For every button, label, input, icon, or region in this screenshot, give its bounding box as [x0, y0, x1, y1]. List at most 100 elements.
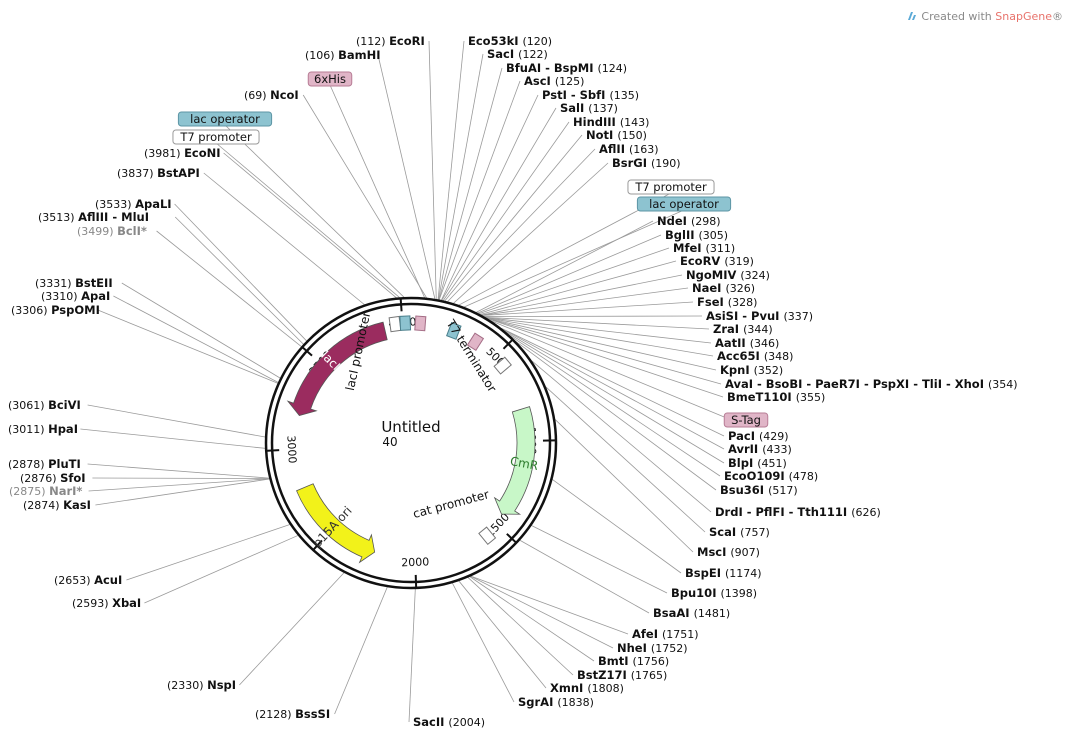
site-leader — [92, 477, 270, 479]
plasmid-name: Untitled — [381, 418, 440, 436]
site-label[interactable]: MfeI (311) — [673, 241, 735, 255]
boxed-label-text[interactable]: 6xHis — [314, 72, 346, 86]
boxed-label-text[interactable]: lac operator — [649, 197, 719, 211]
site-label[interactable]: BmtI (1756) — [598, 654, 669, 668]
site-label[interactable]: FseI (328) — [697, 295, 757, 309]
site-label[interactable]: (106) BamHI — [305, 48, 381, 62]
site-leader-lines — [80, 40, 747, 723]
site-label[interactable]: SacI (122) — [487, 47, 548, 61]
feature-label: CmR — [509, 454, 539, 473]
small-feature-t7-operator-right[interactable] — [446, 321, 462, 340]
site-label[interactable]: BlpI (451) — [728, 456, 787, 470]
site-label[interactable]: BfuAI - BspMI (124) — [506, 61, 627, 75]
site-label[interactable]: (3306) PspOMI — [11, 303, 100, 317]
site-label[interactable]: (69) NcoI — [244, 88, 299, 102]
box-leader — [458, 192, 672, 306]
site-label[interactable]: NheI (1752) — [617, 641, 687, 655]
small-feature-cat-promoter-arrow[interactable] — [478, 526, 497, 545]
site-leader — [441, 107, 557, 301]
site-label[interactable]: (2593) XbaI — [72, 596, 141, 610]
site-label[interactable]: HindIII (143) — [573, 115, 649, 129]
site-label[interactable]: Bpu10I (1398) — [671, 586, 757, 600]
site-label[interactable]: DrdI - PflFI - Tth111I (626) — [715, 505, 881, 519]
small-feature-s-tag-arrow[interactable] — [466, 332, 485, 352]
site-label[interactable]: (2874) KasI — [23, 498, 91, 512]
site-label[interactable]: SalI (137) — [560, 101, 618, 115]
site-label[interactable]: (3837) BstAPI — [117, 166, 200, 180]
site-label[interactable]: KpnI (352) — [720, 363, 783, 377]
site-label[interactable]: BsaAI (1481) — [653, 606, 730, 620]
site-label[interactable]: (2875) NarI* — [9, 484, 82, 498]
site-label[interactable]: BmeT110I (355) — [727, 390, 825, 404]
site-label[interactable]: ZraI (344) — [713, 322, 773, 336]
site-leader — [483, 315, 703, 317]
small-feature-lac-operator-left[interactable] — [399, 315, 412, 331]
site-label[interactable]: (2653) AcuI — [54, 573, 122, 587]
site-label[interactable]: Bsu36I (517) — [720, 483, 798, 497]
site-label[interactable]: AvrII (433) — [728, 442, 792, 456]
plasmid-size: 40 — [382, 435, 397, 449]
boxed-label-text[interactable]: S-Tag — [731, 413, 761, 427]
site-label[interactable]: MscI (907) — [697, 545, 760, 559]
site-label[interactable]: AflII (163) — [599, 142, 659, 156]
site-label[interactable]: AvaI - BsoBI - PaeR7I - PspXI - TliI - X… — [725, 377, 1018, 391]
small-feature-t7-term-box[interactable] — [493, 356, 512, 375]
credit-prefix: Created with — [921, 10, 996, 23]
boxed-label-bg — [627, 179, 715, 195]
site-label[interactable]: (3533) ApaLI — [95, 197, 172, 211]
site-label[interactable]: BspEI (1174) — [685, 566, 762, 580]
site-label[interactable]: (2876) SfoI — [20, 471, 86, 485]
site-label[interactable]: AsiSI - PvuI (337) — [706, 309, 813, 323]
site-leader — [478, 247, 670, 315]
site-label[interactable]: ScaI (757) — [709, 525, 770, 539]
feature-p15a-ori[interactable] — [296, 483, 376, 564]
site-label[interactable]: (3061) BciVI — [8, 398, 81, 412]
site-label[interactable]: BsrGI (190) — [612, 156, 681, 170]
backbone-inner — [270, 302, 552, 584]
site-label[interactable]: BstZ17I (1765) — [577, 668, 667, 682]
site-leader — [481, 274, 683, 316]
boxed-label-text[interactable]: lac operator — [190, 112, 260, 126]
tick-mark — [267, 449, 280, 452]
site-leader — [481, 287, 689, 316]
site-label[interactable]: PstI - SbfI (135) — [542, 88, 639, 102]
feature-cmr[interactable] — [493, 406, 536, 515]
site-label[interactable]: EcoO109I (478) — [724, 469, 818, 483]
site-label[interactable]: (3331) BstEII — [35, 276, 113, 290]
site-label[interactable]: NdeI (298) — [657, 214, 721, 228]
site-label[interactable]: (3499) BclI* — [77, 224, 147, 238]
site-leader — [470, 575, 614, 649]
site-label[interactable]: (3981) EcoNI — [144, 146, 221, 160]
site-label[interactable]: (2330) NspI — [167, 678, 236, 692]
site-label[interactable]: AfeI (1751) — [632, 627, 699, 641]
small-feature-lacI-promoter-arrow[interactable] — [388, 315, 402, 333]
site-label[interactable]: BglII (305) — [665, 228, 728, 242]
site-leader — [156, 230, 302, 347]
site-label[interactable]: XmnI (1808) — [550, 681, 624, 695]
restriction-sites: (112) EcoRI(106) BamHI (69) NcoI (3981) Ec… — [8, 34, 1018, 729]
site-label[interactable]: NotI (150) — [586, 128, 647, 142]
site-label[interactable]: AscI (125) — [524, 74, 584, 88]
site-label[interactable]: EcoRV (319) — [680, 254, 754, 268]
site-label[interactable]: (3011) HpaI — [8, 422, 78, 436]
site-leader — [437, 40, 465, 300]
site-label[interactable]: (3310) ApaI — [41, 289, 110, 303]
site-label[interactable]: (3513) AflIII - MluI — [38, 210, 149, 224]
site-label[interactable]: (2878) PluTI — [8, 457, 81, 471]
site-label[interactable]: (112) EcoRI — [356, 34, 425, 48]
site-label[interactable]: AatII (346) — [715, 336, 779, 350]
feature-laci[interactable] — [286, 321, 388, 416]
site-label[interactable]: SacII (2004) — [413, 715, 485, 729]
site-label[interactable]: Acc65I (348) — [717, 349, 793, 363]
site-label[interactable]: PacI (429) — [728, 429, 789, 443]
site-label[interactable]: SgrAI (1838) — [518, 695, 594, 709]
site-label[interactable]: NaeI (326) — [692, 281, 755, 295]
small-feature-his-left[interactable] — [414, 315, 427, 332]
site-label[interactable]: NgoMIV (324) — [686, 268, 770, 282]
site-label[interactable]: (2128) BssSI — [255, 707, 330, 721]
site-leader — [485, 317, 712, 344]
boxed-label-text[interactable]: T7 promoter — [179, 130, 252, 144]
boxed-label-text[interactable]: T7 promoter — [634, 180, 707, 194]
site-label[interactable]: Eco53kI (120) — [468, 34, 552, 48]
